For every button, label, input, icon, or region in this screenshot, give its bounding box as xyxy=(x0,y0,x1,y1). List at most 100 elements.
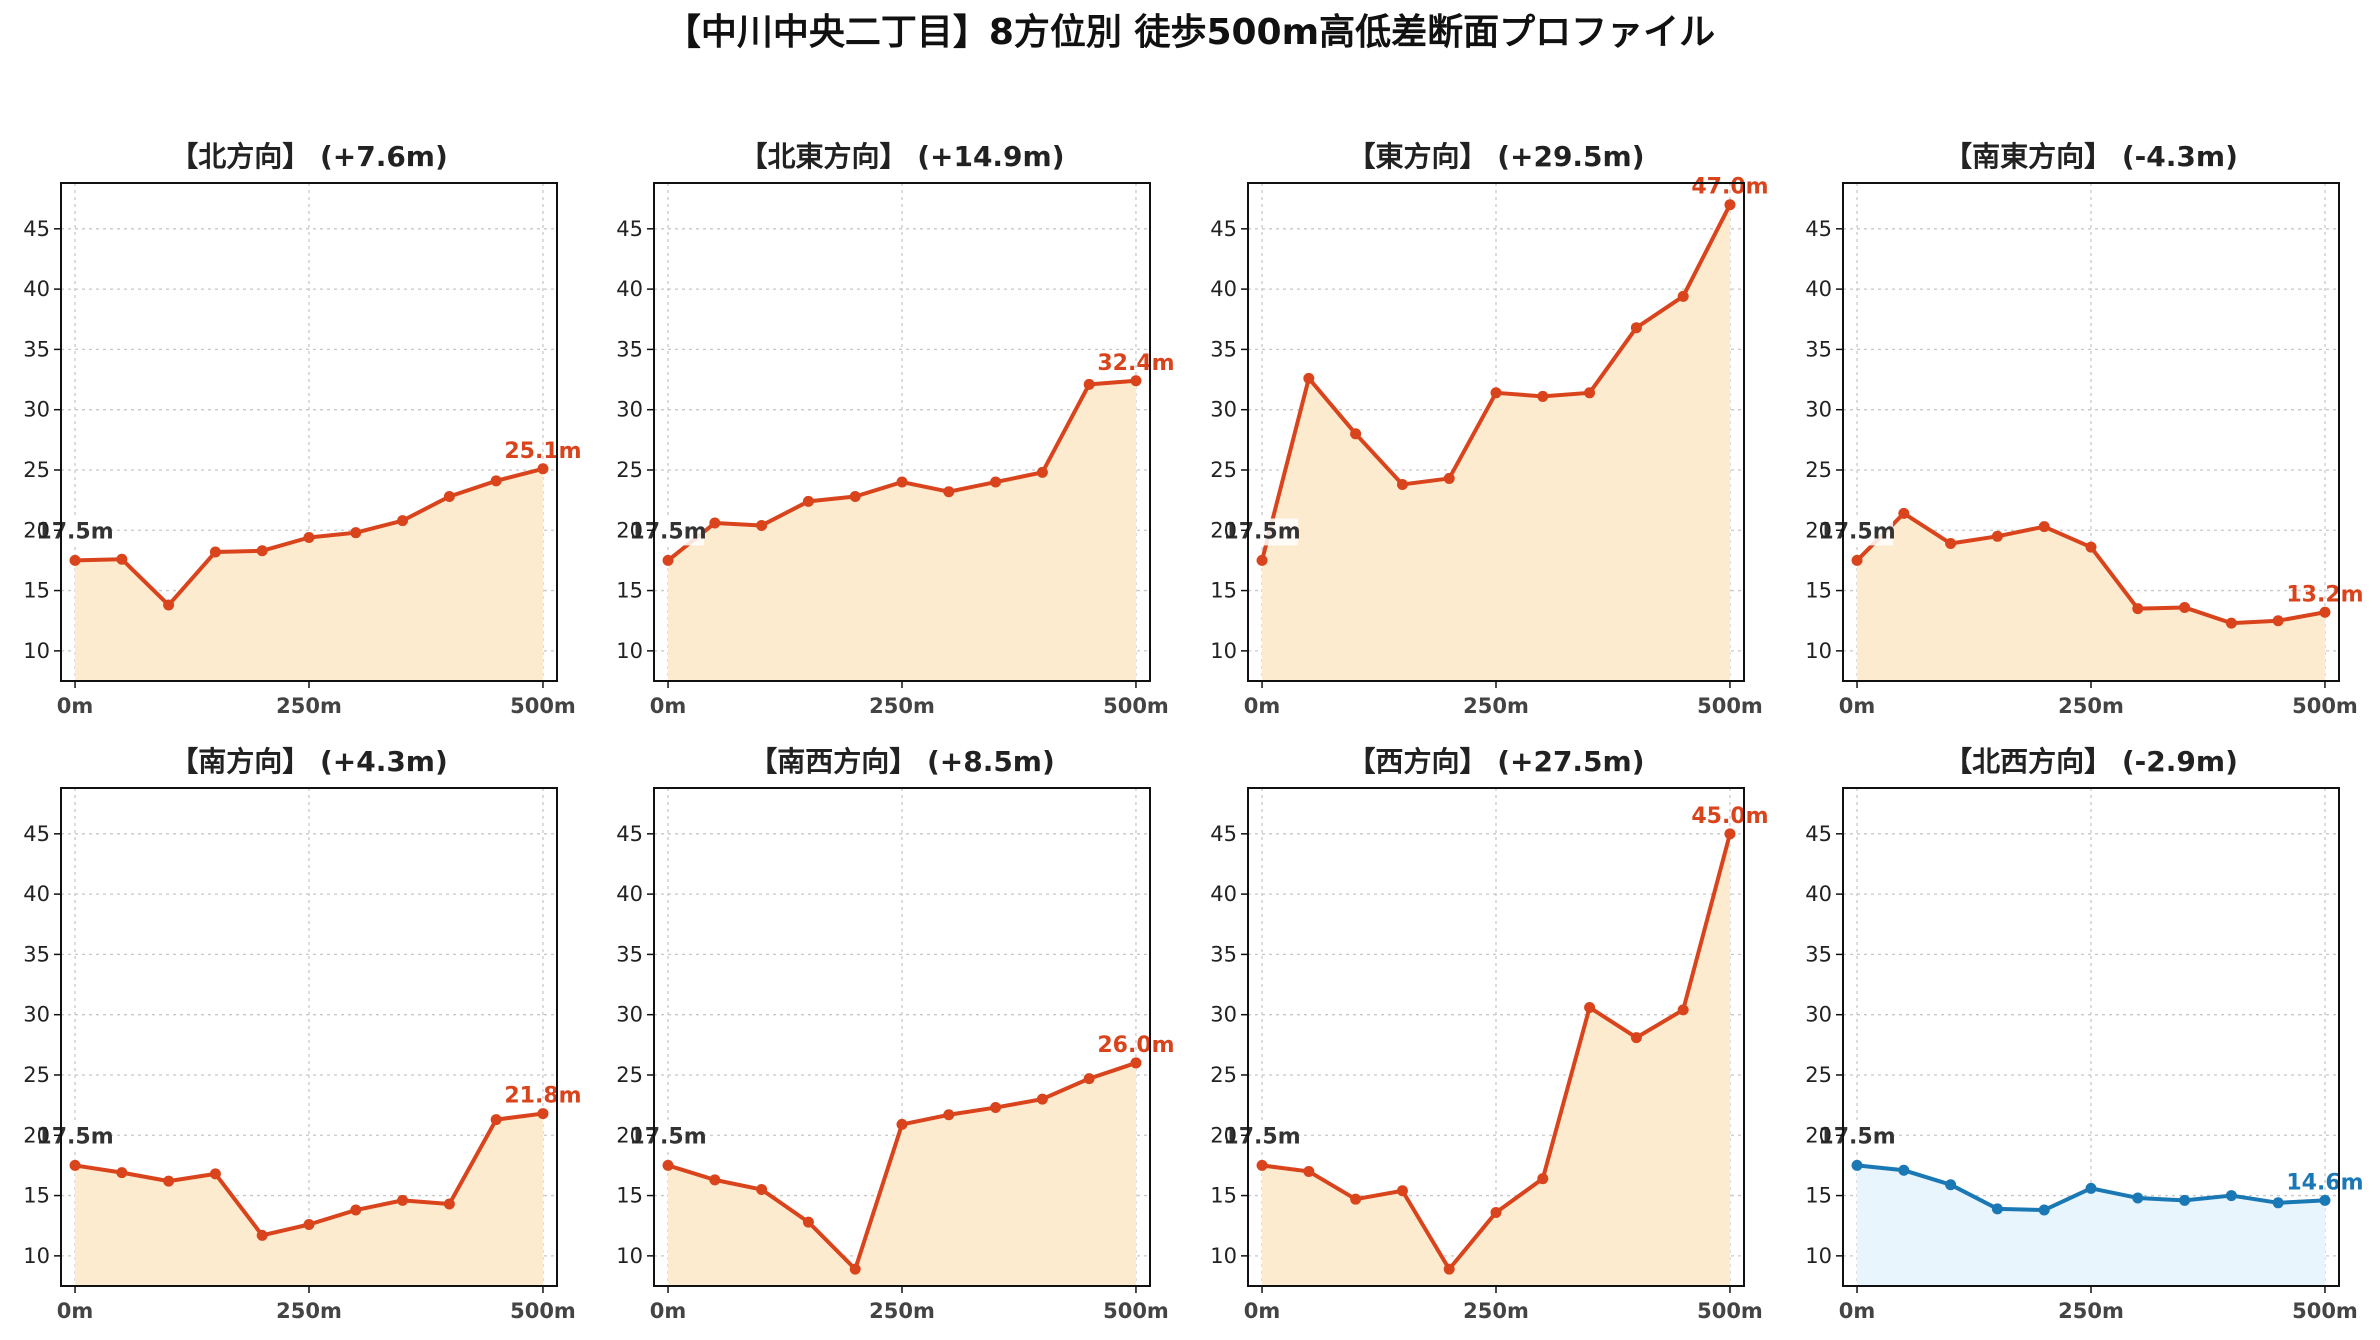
y-tick-label: 10 xyxy=(1805,639,1832,663)
data-point xyxy=(1945,538,1957,550)
start-label-box xyxy=(39,518,112,546)
x-tick-label: 250m xyxy=(276,694,342,718)
data-point xyxy=(849,491,861,503)
end-elevation-label: 14.6m xyxy=(2286,1170,2363,1195)
data-point xyxy=(1256,554,1268,566)
elevation-area xyxy=(1857,1165,2325,1286)
y-tick-label: 15 xyxy=(1210,579,1237,603)
y-tick-label: 10 xyxy=(616,639,643,663)
data-point xyxy=(2225,617,2237,629)
data-point xyxy=(116,1167,128,1179)
y-tick-label: 15 xyxy=(23,1184,50,1208)
data-point xyxy=(2085,541,2097,553)
data-point xyxy=(2319,606,2331,618)
start-label-box xyxy=(39,1123,112,1151)
data-point xyxy=(756,1184,768,1196)
y-tick-label: 25 xyxy=(616,1063,643,1087)
y-tick-label: 30 xyxy=(1805,398,1832,422)
y-tick-label: 35 xyxy=(616,337,643,361)
data-point xyxy=(163,1175,175,1187)
data-point xyxy=(2225,1190,2237,1202)
data-point xyxy=(1724,199,1736,211)
y-tick-label: 40 xyxy=(616,277,643,301)
data-point xyxy=(2179,601,2191,613)
start-label-box xyxy=(1821,518,1894,546)
data-point xyxy=(1350,1193,1362,1205)
data-point xyxy=(1443,472,1455,484)
start-label-box xyxy=(1226,1123,1299,1151)
data-point xyxy=(896,476,908,488)
data-point xyxy=(1851,554,1863,566)
data-point xyxy=(1303,372,1315,384)
start-elevation-label: 17.5m xyxy=(1818,1124,1895,1149)
chart-panel-8: 【北西方向】 (-2.9m) 17.5m 14.6m 10 15 20 25 30 35 40 45… xyxy=(1805,745,2363,1323)
data-point xyxy=(1584,387,1596,399)
start-label-box xyxy=(632,1123,705,1151)
y-tick-label: 35 xyxy=(1805,942,1832,966)
y-tick-label: 10 xyxy=(23,1244,50,1268)
y-tick-label: 30 xyxy=(23,398,50,422)
data-point xyxy=(1630,322,1642,334)
data-point xyxy=(163,599,175,611)
data-point xyxy=(350,527,362,539)
y-tick-label: 45 xyxy=(1210,217,1237,241)
start-elevation-label: 17.5m xyxy=(1223,519,1300,544)
y-tick-label: 40 xyxy=(23,882,50,906)
data-point xyxy=(443,491,455,503)
data-point xyxy=(209,1168,221,1180)
end-elevation-label: 26.0m xyxy=(1097,1033,1174,1058)
x-tick-label: 0m xyxy=(1839,1299,1876,1323)
y-tick-label: 15 xyxy=(616,579,643,603)
data-point xyxy=(2038,521,2050,533)
y-tick-label: 35 xyxy=(23,942,50,966)
data-point xyxy=(990,1102,1002,1114)
y-tick-label: 10 xyxy=(1210,1244,1237,1268)
data-point xyxy=(2132,1192,2144,1204)
y-tick-label: 35 xyxy=(23,337,50,361)
y-tick-label: 30 xyxy=(1210,398,1237,422)
y-tick-label: 15 xyxy=(23,579,50,603)
start-label-box xyxy=(1226,518,1299,546)
panel-title: 【北方向】 (+7.6m) xyxy=(170,140,448,173)
y-tick-label: 10 xyxy=(1805,1244,1832,1268)
y-tick-label: 35 xyxy=(616,942,643,966)
data-point xyxy=(443,1198,455,1210)
data-point xyxy=(1443,1263,1455,1275)
y-tick-label: 40 xyxy=(1210,277,1237,301)
y-tick-label: 20 xyxy=(1210,1123,1237,1147)
data-point xyxy=(662,554,674,566)
y-tick-label: 25 xyxy=(23,1063,50,1087)
data-point xyxy=(1537,390,1549,402)
y-tick-label: 20 xyxy=(23,518,50,542)
data-point xyxy=(1945,1179,1957,1191)
end-elevation-label: 45.0m xyxy=(1691,804,1768,829)
data-point xyxy=(1083,378,1095,390)
data-point xyxy=(1537,1173,1549,1185)
data-point xyxy=(1036,1093,1048,1105)
y-tick-label: 10 xyxy=(1210,639,1237,663)
y-tick-label: 20 xyxy=(1210,518,1237,542)
x-tick-label: 500m xyxy=(1103,1299,1169,1323)
chart-panel-7: 【西方向】 (+27.5m) 17.5m 45.0m 10 15 20 25 30 35 40 45… xyxy=(1210,745,1768,1323)
data-point xyxy=(1130,375,1142,387)
data-point xyxy=(1303,1165,1315,1177)
elevation-area xyxy=(75,468,543,681)
data-point xyxy=(1991,1203,2003,1215)
y-tick-label: 10 xyxy=(23,639,50,663)
end-elevation-label: 47.0m xyxy=(1691,175,1768,200)
data-point xyxy=(1630,1032,1642,1044)
data-point xyxy=(709,1174,721,1186)
data-point xyxy=(1350,428,1362,440)
y-tick-label: 45 xyxy=(1805,217,1832,241)
data-point xyxy=(1584,1001,1596,1013)
y-tick-label: 20 xyxy=(23,1123,50,1147)
chart-panel-4: 【南東方向】 (-4.3m) 17.5m 13.2m 10 15 20 25 30 35 40 45… xyxy=(1805,140,2363,718)
y-tick-label: 25 xyxy=(616,458,643,482)
y-tick-label: 15 xyxy=(1805,579,1832,603)
data-point xyxy=(350,1204,362,1216)
x-tick-label: 0m xyxy=(1244,1299,1281,1323)
y-tick-label: 25 xyxy=(23,458,50,482)
y-tick-label: 40 xyxy=(1210,882,1237,906)
